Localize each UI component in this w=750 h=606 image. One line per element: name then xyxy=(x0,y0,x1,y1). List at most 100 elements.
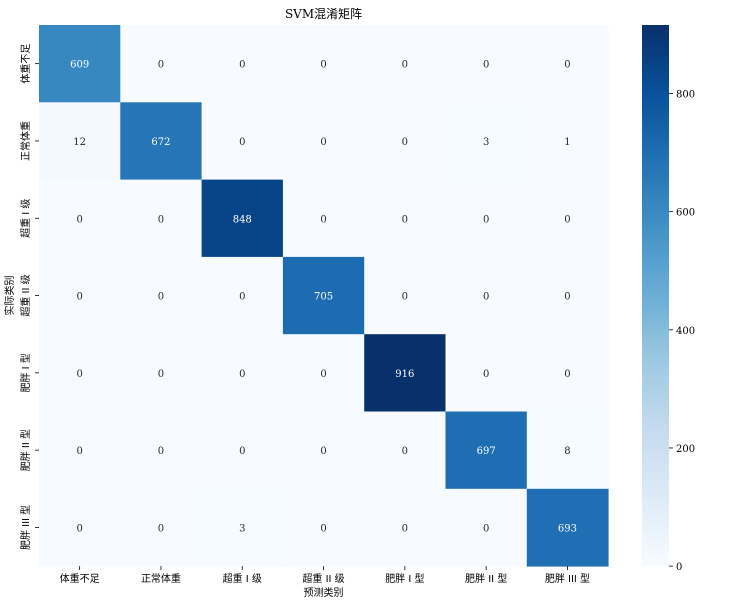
heatmap-cell xyxy=(39,256,121,335)
y-tick-label: 肥胖 III 型 xyxy=(19,505,32,550)
cell-value-label: 0 xyxy=(239,369,245,380)
x-tick-label: 肥胖 I 型 xyxy=(385,572,424,585)
cell-value-label: 0 xyxy=(402,292,408,303)
heatmap-cell xyxy=(201,256,284,335)
colorbar-tick-label: 400 xyxy=(676,326,695,337)
chart-title: SVM混淆矩阵 xyxy=(285,7,362,21)
heatmap-cell xyxy=(364,25,446,103)
heatmap-cell xyxy=(120,256,203,335)
heatmap-cell xyxy=(201,411,284,490)
x-axis-label: 预测类别 xyxy=(304,586,344,599)
heatmap-cell xyxy=(120,179,203,258)
heatmap-cell xyxy=(39,179,121,258)
heatmap-cell xyxy=(445,179,528,258)
cell-value-label: 0 xyxy=(483,214,489,225)
cell-value-label: 0 xyxy=(239,137,245,148)
heatmap-cell xyxy=(526,102,609,181)
y-tick-label: 超重 I 级 xyxy=(19,199,32,238)
heatmap-cell xyxy=(282,102,365,181)
heatmap-cell xyxy=(364,102,446,181)
cell-value-label: 697 xyxy=(477,446,496,457)
heatmap-cell xyxy=(364,334,446,412)
cell-value-label: 0 xyxy=(402,446,408,457)
cell-value-label: 0 xyxy=(239,292,245,303)
heatmap-cell xyxy=(282,25,365,103)
cell-value-label: 693 xyxy=(558,523,577,534)
y-axis-label: 实际类别 xyxy=(3,276,16,316)
x-tick-label: 正常体重 xyxy=(141,572,181,585)
cell-value-label: 3 xyxy=(239,523,245,534)
heatmap-cell xyxy=(445,488,528,567)
heatmap-cell xyxy=(445,25,528,103)
heatmap-cell xyxy=(120,102,203,181)
cell-value-label: 0 xyxy=(402,523,408,534)
cell-value-label: 0 xyxy=(320,523,326,534)
colorbar-ticks: 0 200 400 600 800 xyxy=(669,90,695,573)
cell-value-label: 0 xyxy=(320,369,326,380)
cell-value-label: 0 xyxy=(158,446,164,457)
cell-value-label: 0 xyxy=(564,369,570,380)
cell-value-label: 0 xyxy=(76,523,82,534)
cell-value-label: 0 xyxy=(402,137,408,148)
x-tick-label: 肥胖 II 型 xyxy=(465,572,507,585)
heatmap-cell xyxy=(364,411,446,490)
cell-value-label: 0 xyxy=(402,214,408,225)
heatmap-cell xyxy=(445,411,528,490)
cell-value-label: 609 xyxy=(70,60,89,71)
cell-value-label: 0 xyxy=(76,214,82,225)
colorbar-tick-label: 200 xyxy=(676,444,695,455)
cell-value-label: 0 xyxy=(320,60,326,71)
colorbar-tick-label: 800 xyxy=(676,90,695,101)
cell-value-label: 8 xyxy=(564,446,570,457)
cell-value-label: 0 xyxy=(158,523,164,534)
heatmap-cell xyxy=(120,488,203,567)
cell-value-label: 12 xyxy=(73,137,86,148)
heatmap-cell xyxy=(526,411,609,490)
colorbar-tick-label: 0 xyxy=(676,562,682,573)
x-tick-label: 体重不足 xyxy=(60,572,100,585)
x-tick-label: 超重 II 级 xyxy=(302,572,344,585)
cell-value-label: 1 xyxy=(564,137,570,148)
heatmap-cell xyxy=(526,256,609,335)
heatmap-cell xyxy=(526,334,609,412)
y-tick-label: 正常体重 xyxy=(19,121,32,161)
cell-value-label: 705 xyxy=(314,292,333,303)
heatmap-cells: 609 0 0 0 0 0 0 12 672 0 0 0 3 1 0 0 848 0 0 0 0 0 0 0 705 0 0 0 0 0 0… xyxy=(39,25,609,567)
heatmap-cell xyxy=(39,488,121,567)
y-tick-label: 超重 II 级 xyxy=(19,274,32,316)
heatmap-cell xyxy=(201,334,284,412)
cell-value-label: 3 xyxy=(483,137,489,148)
colorbar-tick-label: 600 xyxy=(676,208,695,219)
heatmap-cell xyxy=(526,488,609,567)
heatmap-cell xyxy=(282,256,365,335)
cell-value-label: 0 xyxy=(76,292,82,303)
heatmap-cell xyxy=(445,256,528,335)
cell-value-label: 0 xyxy=(320,137,326,148)
x-tick-label: 肥胖 III 型 xyxy=(545,572,590,585)
y-tick-label: 体重不足 xyxy=(19,44,32,84)
heatmap-cell xyxy=(282,334,365,412)
cell-value-label: 0 xyxy=(320,446,326,457)
heatmap-cell xyxy=(201,102,284,181)
heatmap-cell xyxy=(39,25,121,103)
y-tick-label: 肥胖 II 型 xyxy=(19,429,32,471)
cell-value-label: 0 xyxy=(564,292,570,303)
cell-value-label: 0 xyxy=(564,214,570,225)
colorbar xyxy=(642,25,669,567)
heatmap-cell xyxy=(526,25,609,103)
heatmap-cell xyxy=(120,334,203,412)
heatmap-cell xyxy=(201,488,284,567)
heatmap-cell xyxy=(445,334,528,412)
cell-value-label: 0 xyxy=(483,523,489,534)
cell-value-label: 0 xyxy=(239,446,245,457)
cell-value-label: 848 xyxy=(233,214,252,225)
cell-value-label: 0 xyxy=(158,60,164,71)
y-tick-label: 肥胖 I 型 xyxy=(19,353,32,392)
heatmap-cell xyxy=(201,179,284,258)
cell-value-label: 0 xyxy=(239,60,245,71)
cell-value-label: 0 xyxy=(483,369,489,380)
cell-value-label: 0 xyxy=(483,292,489,303)
heatmap-cell xyxy=(282,488,365,567)
